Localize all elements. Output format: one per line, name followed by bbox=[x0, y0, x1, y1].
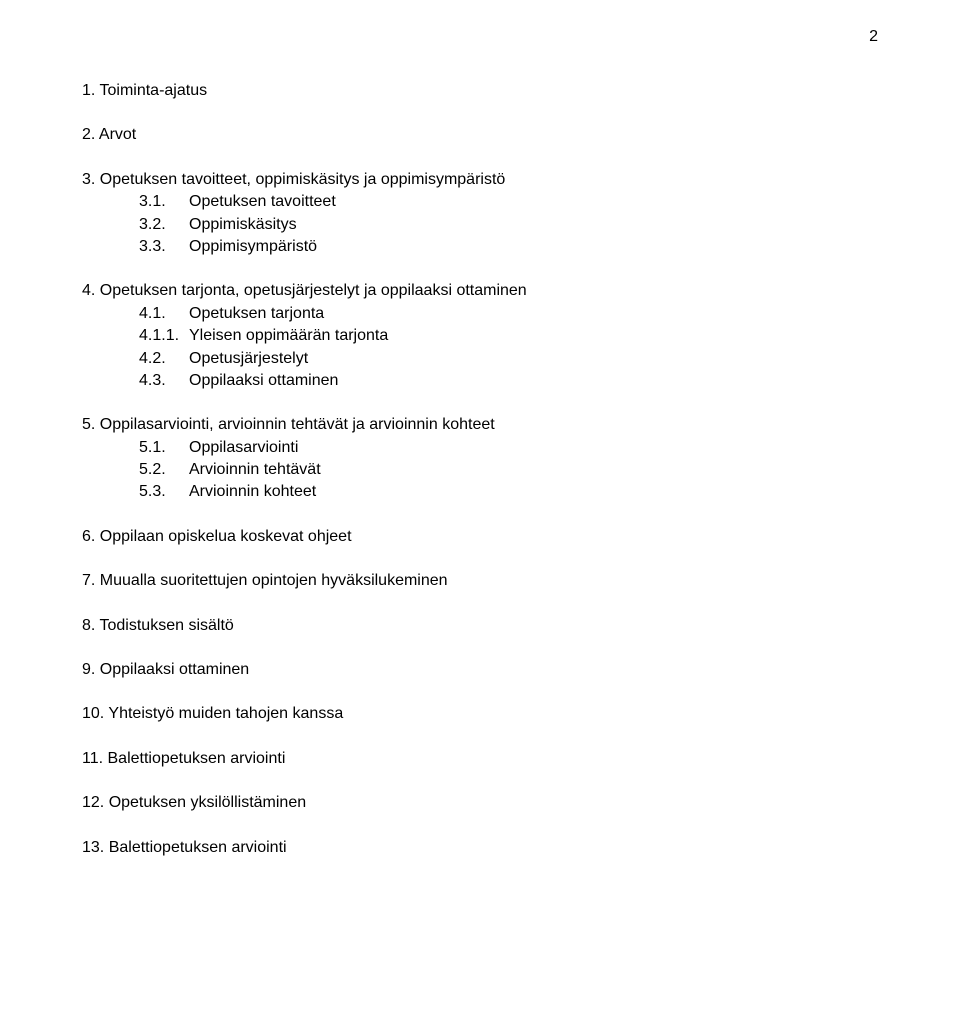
toc-sub-text: Oppilasarviointi bbox=[189, 437, 298, 459]
toc-heading: 9. Oppilaaksi ottaminen bbox=[82, 659, 880, 681]
toc-heading: 4. Opetuksen tarjonta, opetusjärjestelyt… bbox=[82, 280, 880, 302]
toc-section: 11. Balettiopetuksen arviointi bbox=[82, 748, 880, 770]
toc-sub-item: 4.1.Opetuksen tarjonta bbox=[82, 303, 880, 325]
toc-sub-text: Oppimiskäsitys bbox=[189, 214, 297, 236]
toc-sub-item: 5.3.Arvioinnin kohteet bbox=[82, 481, 880, 503]
toc-sub-list: 4.1.Opetuksen tarjonta4.1.1.Yleisen oppi… bbox=[82, 303, 880, 393]
toc-sub-list: 3.1.Opetuksen tavoitteet3.2.Oppimiskäsit… bbox=[82, 191, 880, 258]
toc-section: 7. Muualla suoritettujen opintojen hyväk… bbox=[82, 570, 880, 592]
toc-sub-item: 3.3.Oppimisympäristö bbox=[82, 236, 880, 258]
toc-section: 6. Oppilaan opiskelua koskevat ohjeet bbox=[82, 526, 880, 548]
toc-sub-text: Yleisen oppimäärän tarjonta bbox=[189, 325, 388, 347]
toc-section: 10. Yhteistyö muiden tahojen kanssa bbox=[82, 703, 880, 725]
toc-sub-number: 4.1. bbox=[139, 303, 189, 325]
toc-sub-item: 4.2.Opetusjärjestelyt bbox=[82, 348, 880, 370]
toc-heading: 5. Oppilasarviointi, arvioinnin tehtävät… bbox=[82, 414, 880, 436]
toc-section: 12. Opetuksen yksilöllistäminen bbox=[82, 792, 880, 814]
toc-heading: 7. Muualla suoritettujen opintojen hyväk… bbox=[82, 570, 880, 592]
toc-sub-text: Opetusjärjestelyt bbox=[189, 348, 308, 370]
toc-section: 4. Opetuksen tarjonta, opetusjärjestelyt… bbox=[82, 280, 880, 392]
toc-heading: 12. Opetuksen yksilöllistäminen bbox=[82, 792, 880, 814]
toc-sub-item: 4.3.Oppilaaksi ottaminen bbox=[82, 370, 880, 392]
toc-heading: 2. Arvot bbox=[82, 124, 880, 146]
toc-sub-text: Arvioinnin tehtävät bbox=[189, 459, 321, 481]
toc-section: 1. Toiminta-ajatus bbox=[82, 80, 880, 102]
toc-sub-text: Arvioinnin kohteet bbox=[189, 481, 316, 503]
toc-section: 2. Arvot bbox=[82, 124, 880, 146]
toc-heading: 10. Yhteistyö muiden tahojen kanssa bbox=[82, 703, 880, 725]
toc-section: 5. Oppilasarviointi, arvioinnin tehtävät… bbox=[82, 414, 880, 504]
toc-sub-number: 5.2. bbox=[139, 459, 189, 481]
toc-sub-number: 3.2. bbox=[139, 214, 189, 236]
toc-sub-number: 4.2. bbox=[139, 348, 189, 370]
toc-heading: 1. Toiminta-ajatus bbox=[82, 80, 880, 102]
toc-sub-item: 3.2.Oppimiskäsitys bbox=[82, 214, 880, 236]
toc-sub-number: 3.1. bbox=[139, 191, 189, 213]
page-number: 2 bbox=[869, 28, 878, 46]
toc-heading: 11. Balettiopetuksen arviointi bbox=[82, 748, 880, 770]
toc-section: 3. Opetuksen tavoitteet, oppimiskäsitys … bbox=[82, 169, 880, 259]
toc-sub-number: 3.3. bbox=[139, 236, 189, 258]
toc-sub-text: Opetuksen tavoitteet bbox=[189, 191, 336, 213]
toc-heading: 6. Oppilaan opiskelua koskevat ohjeet bbox=[82, 526, 880, 548]
toc-sub-number: 5.3. bbox=[139, 481, 189, 503]
toc-heading: 3. Opetuksen tavoitteet, oppimiskäsitys … bbox=[82, 169, 880, 191]
toc-sub-item: 5.1.Oppilasarviointi bbox=[82, 437, 880, 459]
toc-sub-text: Opetuksen tarjonta bbox=[189, 303, 324, 325]
toc-sub-number: 4.1.1. bbox=[139, 325, 189, 347]
toc-content: 1. Toiminta-ajatus 2. Arvot 3. Opetuksen t… bbox=[0, 0, 960, 859]
toc-section: 8. Todistuksen sisältö bbox=[82, 615, 880, 637]
toc-section: 13. Balettiopetuksen arviointi bbox=[82, 837, 880, 859]
toc-sub-list: 5.1.Oppilasarviointi5.2.Arvioinnin tehtä… bbox=[82, 437, 880, 504]
toc-sub-text: Oppimisympäristö bbox=[189, 236, 317, 258]
toc-heading: 13. Balettiopetuksen arviointi bbox=[82, 837, 880, 859]
toc-sub-number: 5.1. bbox=[139, 437, 189, 459]
toc-heading: 8. Todistuksen sisältö bbox=[82, 615, 880, 637]
toc-sub-item: 4.1.1.Yleisen oppimäärän tarjonta bbox=[82, 325, 880, 347]
toc-sub-number: 4.3. bbox=[139, 370, 189, 392]
toc-section: 9. Oppilaaksi ottaminen bbox=[82, 659, 880, 681]
toc-sub-text: Oppilaaksi ottaminen bbox=[189, 370, 338, 392]
toc-sub-item: 5.2.Arvioinnin tehtävät bbox=[82, 459, 880, 481]
toc-sub-item: 3.1.Opetuksen tavoitteet bbox=[82, 191, 880, 213]
